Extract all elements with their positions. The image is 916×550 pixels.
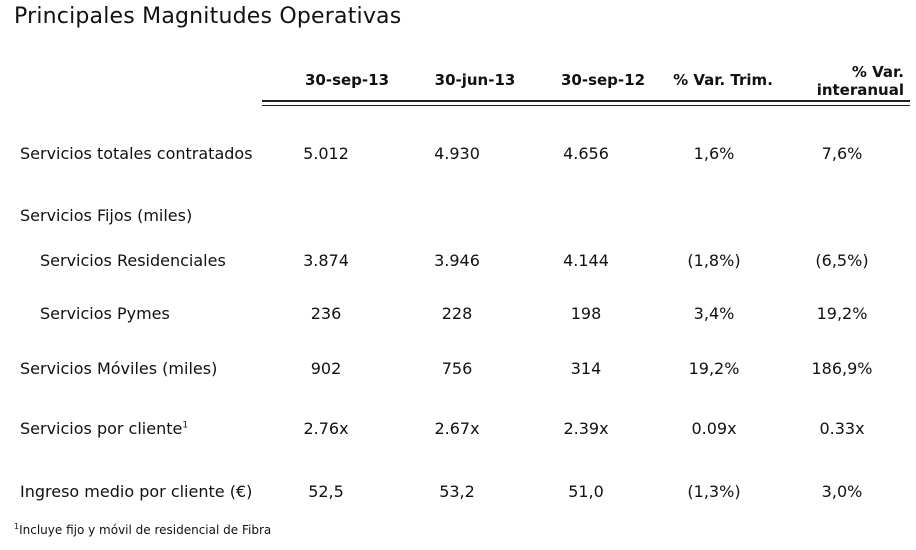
row-label-servicios-fijos: Servicios Fijos (miles) bbox=[20, 206, 193, 225]
cell-servicios-totales-var-trim: 1,6% bbox=[693, 144, 735, 163]
cell-ingreso-medio-var-trim: (1,3%) bbox=[687, 482, 741, 501]
cell-moviles-30-jun-13: 756 bbox=[441, 359, 473, 378]
cell-pymes-30-sep-12: 198 bbox=[570, 304, 602, 323]
cell-servicios-totales-var-interanual: 7,6% bbox=[821, 144, 863, 163]
cell-pymes-30-jun-13: 228 bbox=[441, 304, 473, 323]
row-label-servicios-pymes: Servicios Pymes bbox=[40, 304, 170, 323]
cell-moviles-30-sep-12: 314 bbox=[570, 359, 602, 378]
cell-por-cliente-30-jun-13: 2.67x bbox=[434, 419, 480, 438]
cell-pymes-30-sep-13: 236 bbox=[310, 304, 342, 323]
footnote-marker: 1 bbox=[182, 420, 189, 431]
row-label-ingreso-medio: Ingreso medio por cliente (€) bbox=[20, 482, 253, 501]
cell-pymes-var-trim: 3,4% bbox=[693, 304, 735, 323]
cell-por-cliente-30-sep-13: 2.76x bbox=[303, 419, 349, 438]
column-header-30-sep-13: 30-sep-13 bbox=[304, 71, 390, 89]
cell-por-cliente-var-trim: 0.09x bbox=[691, 419, 737, 438]
cell-servicios-totales-30-jun-13: 4.930 bbox=[434, 144, 480, 163]
cell-ingreso-medio-30-sep-12: 51,0 bbox=[568, 482, 604, 501]
column-header-var-interanual-line1: % Var. bbox=[851, 63, 904, 81]
row-label-servicios-por-cliente-text: Servicios por cliente bbox=[20, 419, 183, 438]
footnote-number: 1 bbox=[14, 522, 20, 531]
cell-residenciales-30-sep-13: 3.874 bbox=[303, 251, 349, 270]
page-title: Principales Magnitudes Operativas bbox=[14, 4, 402, 29]
cell-moviles-30-sep-13: 902 bbox=[310, 359, 342, 378]
cell-residenciales-var-trim: (1,8%) bbox=[687, 251, 741, 270]
column-header-var-interanual-line2: interanual bbox=[816, 81, 904, 99]
column-header-var-trim: % Var. Trim. bbox=[673, 71, 773, 89]
cell-moviles-var-trim: 19,2% bbox=[688, 359, 740, 378]
footnote: 1Incluye fijo y móvil de residencial de … bbox=[14, 522, 272, 538]
cell-residenciales-30-sep-12: 4.144 bbox=[563, 251, 609, 270]
cell-por-cliente-var-interanual: 0.33x bbox=[819, 419, 865, 438]
column-header-30-sep-12: 30-sep-12 bbox=[560, 71, 646, 89]
cell-pymes-var-interanual: 19,2% bbox=[816, 304, 868, 323]
cell-por-cliente-30-sep-12: 2.39x bbox=[563, 419, 609, 438]
cell-moviles-var-interanual: 186,9% bbox=[811, 359, 873, 378]
column-header-30-jun-13: 30-jun-13 bbox=[434, 71, 516, 89]
footnote-text: Incluye fijo y móvil de residencial de F… bbox=[19, 523, 272, 537]
row-label-servicios-moviles: Servicios Móviles (miles) bbox=[20, 359, 218, 378]
cell-ingreso-medio-30-sep-13: 52,5 bbox=[308, 482, 344, 501]
row-label-servicios-residenciales: Servicios Residenciales bbox=[40, 251, 226, 270]
cell-residenciales-30-jun-13: 3.946 bbox=[434, 251, 480, 270]
header-double-rule bbox=[262, 100, 910, 106]
row-label-servicios-totales: Servicios totales contratados bbox=[20, 144, 253, 163]
cell-residenciales-var-interanual: (6,5%) bbox=[815, 251, 869, 270]
cell-ingreso-medio-var-interanual: 3,0% bbox=[821, 482, 863, 501]
cell-servicios-totales-30-sep-12: 4.656 bbox=[563, 144, 609, 163]
row-label-servicios-por-cliente: Servicios por cliente1 bbox=[20, 419, 188, 438]
cell-ingreso-medio-30-jun-13: 53,2 bbox=[439, 482, 475, 501]
cell-servicios-totales-30-sep-13: 5.012 bbox=[303, 144, 349, 163]
